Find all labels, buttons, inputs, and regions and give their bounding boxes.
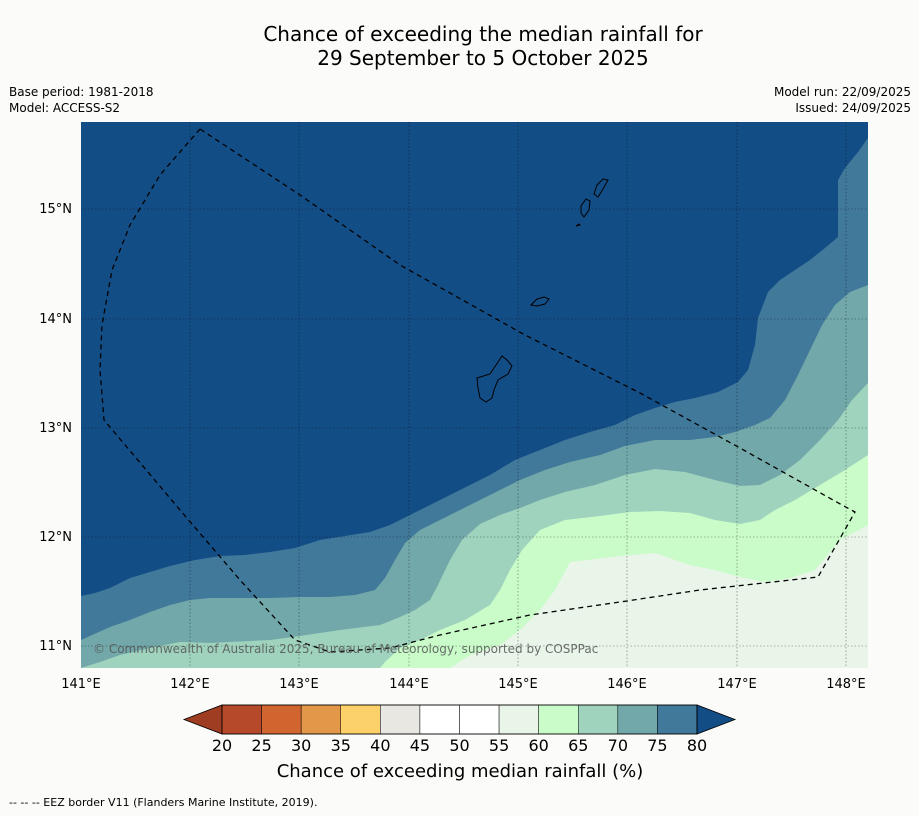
model-run: Model run: 22/09/2025 xyxy=(773,85,911,99)
contour-bands xyxy=(81,122,868,668)
colorbar-tick-label: 25 xyxy=(251,736,271,755)
lon-label: 144°E xyxy=(389,677,429,692)
colorbar-segment xyxy=(578,704,619,735)
colorbar-tick-label: 30 xyxy=(291,736,311,755)
colorbar-tick-label: 80 xyxy=(687,736,707,755)
colorbar-segment xyxy=(459,704,500,735)
island-guam xyxy=(476,355,513,403)
island-tinian xyxy=(580,198,591,218)
lat-label: 11°N xyxy=(39,639,72,654)
colorbar-tick-label: 65 xyxy=(568,736,588,755)
colorbar: 20 25 30 35 40 45 50 55 60 65 70 75 80 xyxy=(182,704,737,755)
metadata-left: Base period: 1981-2018 Model: ACCESS-S2 xyxy=(9,84,154,116)
islands xyxy=(476,178,609,403)
lon-label: 143°E xyxy=(279,677,319,692)
lon-axis-labels: 141°E 142°E 143°E 144°E 145°E 146°E 147°… xyxy=(61,677,866,692)
eez-border xyxy=(99,128,856,653)
colorbar-tick-label: 40 xyxy=(370,736,390,755)
colorbar-segment xyxy=(261,704,302,735)
lat-label: 13°N xyxy=(39,421,72,436)
colorbar-tick-label: 50 xyxy=(449,736,469,755)
colorbar-segment xyxy=(419,704,460,735)
map-title: Chance of exceeding the median rainfall … xyxy=(0,22,919,70)
island-rota xyxy=(529,296,550,307)
lon-label: 142°E xyxy=(170,677,210,692)
colorbar-under-arrow xyxy=(182,704,223,735)
colorbar-tick-label: 60 xyxy=(528,736,548,755)
colorbar-outline xyxy=(221,704,698,735)
title-line-2: 29 September to 5 October 2025 xyxy=(317,46,649,70)
model-name: Model: ACCESS-S2 xyxy=(9,101,121,115)
colorbar-tick-label: 55 xyxy=(489,736,509,755)
lon-label: 141°E xyxy=(61,677,101,692)
island-aguijan xyxy=(575,223,581,227)
copyright-notice: © Commonwealth of Australia 2025, Bureau… xyxy=(93,642,598,656)
colorbar-segment xyxy=(340,704,381,735)
lon-label: 148°E xyxy=(826,677,866,692)
lat-label: 15°N xyxy=(39,202,72,217)
colorbar-tick-label: 20 xyxy=(212,736,232,755)
issued-date: Issued: 24/09/2025 xyxy=(795,101,911,115)
base-period: Base period: 1981-2018 xyxy=(9,85,154,99)
island-saipan xyxy=(593,178,609,198)
lat-axis-labels: 15°N 14°N 13°N 12°N 11°N xyxy=(39,202,72,654)
colorbar-over-arrow xyxy=(696,704,737,735)
band-80-plus xyxy=(81,122,868,596)
lon-label: 145°E xyxy=(498,677,538,692)
metadata-right: Model run: 22/09/2025 Issued: 24/09/2025 xyxy=(774,84,911,116)
colorbar-tick-label: 75 xyxy=(647,736,667,755)
colorbar-segment xyxy=(380,704,421,735)
colorbar-segment xyxy=(657,704,698,735)
eez-legend-footnote: -- -- -- EEZ border V11 (Flanders Marine… xyxy=(9,796,318,809)
colorbar-segment xyxy=(221,704,262,735)
colorbar-segment xyxy=(538,704,579,735)
colorbar-tick-label: 35 xyxy=(331,736,351,755)
title-line-1: Chance of exceeding the median rainfall … xyxy=(263,22,703,46)
lat-label: 14°N xyxy=(39,312,72,327)
lon-label: 146°E xyxy=(607,677,647,692)
colorbar-tick-label: 70 xyxy=(608,736,628,755)
lat-label: 12°N xyxy=(39,530,72,545)
lon-label: 147°E xyxy=(717,677,757,692)
gridlines xyxy=(81,122,868,668)
colorbar-segment xyxy=(617,704,658,735)
colorbar-segment xyxy=(300,704,341,735)
colorbar-title: Chance of exceeding median rainfall (%) xyxy=(276,761,644,782)
colorbar-tick-label: 45 xyxy=(410,736,430,755)
colorbar-segment xyxy=(498,704,539,735)
